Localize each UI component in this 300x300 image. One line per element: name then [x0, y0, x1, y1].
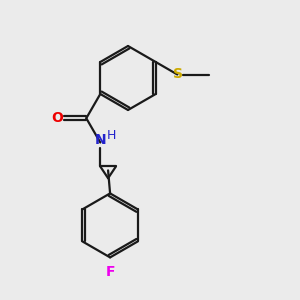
Text: H: H [106, 129, 116, 142]
Text: F: F [105, 266, 115, 279]
Text: S: S [173, 68, 183, 82]
Text: O: O [51, 111, 63, 125]
Text: N: N [94, 134, 106, 148]
